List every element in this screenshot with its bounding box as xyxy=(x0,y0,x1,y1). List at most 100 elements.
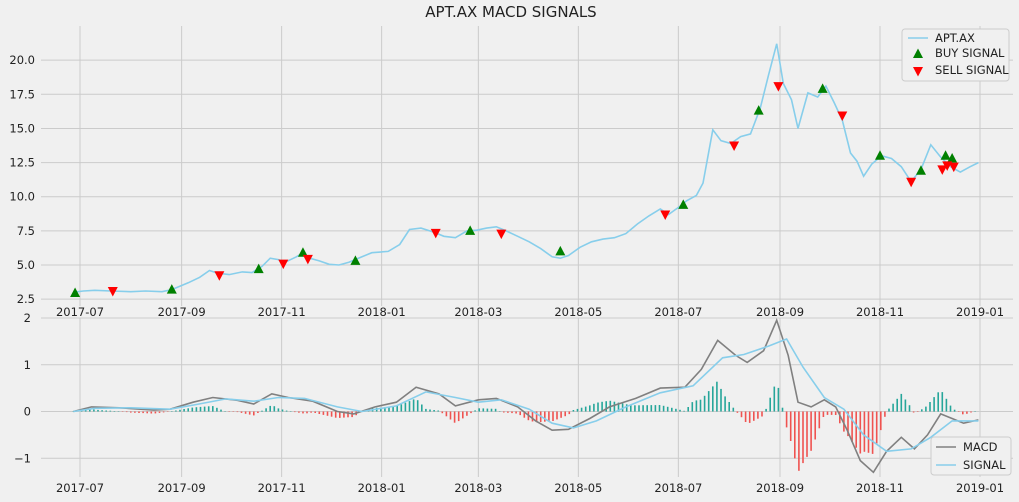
histogram-bar xyxy=(638,405,640,412)
buy-signal-marker xyxy=(678,199,689,209)
histogram-bar xyxy=(552,411,554,421)
histogram-bar xyxy=(576,408,579,412)
histogram-bar xyxy=(675,408,677,412)
histogram-bar xyxy=(515,411,517,414)
histogram-bar xyxy=(343,411,345,418)
histogram-bar xyxy=(298,411,300,413)
histogram-bar xyxy=(666,406,669,412)
histogram-bar xyxy=(875,411,878,444)
histogram-bar xyxy=(199,406,202,412)
sell-signal-marker xyxy=(937,165,948,175)
histogram-bar xyxy=(867,411,870,453)
histogram-bar xyxy=(826,411,829,415)
histogram-bar xyxy=(814,411,816,440)
macd-legend: MACD SIGNAL xyxy=(930,436,1012,476)
buy-signal-marker xyxy=(166,284,177,294)
price-y-tick-label: 5.0 xyxy=(17,258,35,272)
legend-price-label: APT.AX xyxy=(935,31,975,45)
histogram-bar xyxy=(511,411,513,414)
histogram-bar xyxy=(277,408,280,412)
macd-x-tick-label: 2017-11 xyxy=(258,481,306,495)
histogram-bar xyxy=(490,408,493,412)
histogram-bar xyxy=(691,402,694,412)
histogram-bar xyxy=(134,411,136,413)
histogram-bar xyxy=(101,410,103,412)
price-x-tick-label: 2018-05 xyxy=(554,305,602,319)
sell-signal-marker xyxy=(278,259,289,270)
histogram-bar xyxy=(839,411,841,424)
buy-signal-marker xyxy=(350,255,361,265)
histogram-bar xyxy=(650,405,653,412)
macd-y-tick-label: 0 xyxy=(24,405,31,419)
histogram-bar xyxy=(162,411,165,413)
sell-signal-marker xyxy=(729,141,740,152)
histogram-bar xyxy=(240,411,243,413)
price-x-tick-label: 2018-07 xyxy=(654,305,702,319)
histogram-bar xyxy=(761,411,763,417)
price-x-tick-label: 2018-11 xyxy=(856,305,904,319)
histogram-bar xyxy=(457,411,460,422)
histogram-bar xyxy=(416,400,419,412)
sell-signal-marker xyxy=(837,111,848,121)
histogram-bar xyxy=(113,411,116,412)
histogram-bar xyxy=(388,406,390,412)
histogram-bar xyxy=(421,404,423,412)
histogram-bar xyxy=(699,399,702,412)
price-y-tick-label: 7.5 xyxy=(17,224,35,238)
price-legend-box xyxy=(901,28,1010,82)
histogram-bar xyxy=(757,411,759,419)
histogram-bar xyxy=(802,411,804,464)
histogram-bar xyxy=(310,411,312,413)
histogram-bar xyxy=(433,410,435,412)
macd-x-tick-label: 2018-07 xyxy=(654,481,702,495)
histogram-bar xyxy=(400,404,403,412)
histogram-bar xyxy=(150,411,153,414)
histogram-bar xyxy=(740,411,743,418)
histogram-bar xyxy=(236,411,239,413)
histogram-bar xyxy=(441,411,444,414)
buy-signal-marker xyxy=(555,245,566,256)
histogram-bar xyxy=(863,411,866,452)
price-x-tick-label: 2018-09 xyxy=(756,305,804,319)
histogram-bar xyxy=(486,408,489,412)
histogram-bar xyxy=(888,408,890,412)
histogram-bar xyxy=(925,406,927,412)
histogram-bar xyxy=(904,399,907,412)
histogram-bar xyxy=(330,411,333,417)
histogram-bar xyxy=(347,411,349,418)
price-grid xyxy=(41,26,1013,306)
histogram-bar xyxy=(679,409,681,412)
histogram-bar xyxy=(769,397,771,412)
histogram-bar xyxy=(916,411,919,412)
histogram-bar xyxy=(794,411,796,459)
histogram-bar xyxy=(912,411,915,413)
price-y-tick-label: 2.5 xyxy=(17,292,35,306)
signal-line xyxy=(73,338,979,453)
histogram-bar xyxy=(933,397,935,412)
sell-signal-marker xyxy=(660,210,671,220)
sell-signal-marker xyxy=(302,254,313,265)
histogram-bar xyxy=(970,411,972,413)
histogram-bar xyxy=(921,409,923,412)
buy-signal-marker xyxy=(297,247,308,257)
histogram-bar xyxy=(847,411,849,437)
legend-macd-label: MACD xyxy=(963,440,998,454)
price-x-tick-label: 2017-07 xyxy=(56,305,104,319)
macd-y-tick-label: −1 xyxy=(14,451,31,465)
histogram-bar xyxy=(834,411,837,415)
histogram-bar xyxy=(945,398,948,412)
histogram-bar xyxy=(601,401,603,412)
price-y-tick-label: 10.0 xyxy=(9,190,35,204)
chart-title: APT.AX MACD SIGNALS xyxy=(425,3,596,21)
buy-signal-marker xyxy=(70,287,81,298)
histogram-bar xyxy=(470,411,472,414)
histogram-bar xyxy=(732,407,735,412)
sell-signal-marker xyxy=(107,286,118,297)
histogram-bar xyxy=(109,410,112,412)
macd-x-tick-label: 2017-09 xyxy=(158,481,206,495)
price-y-tick-label: 17.5 xyxy=(9,87,35,101)
histogram-bar xyxy=(720,388,722,412)
histogram-bar xyxy=(892,403,894,412)
histogram-bar xyxy=(187,408,189,412)
